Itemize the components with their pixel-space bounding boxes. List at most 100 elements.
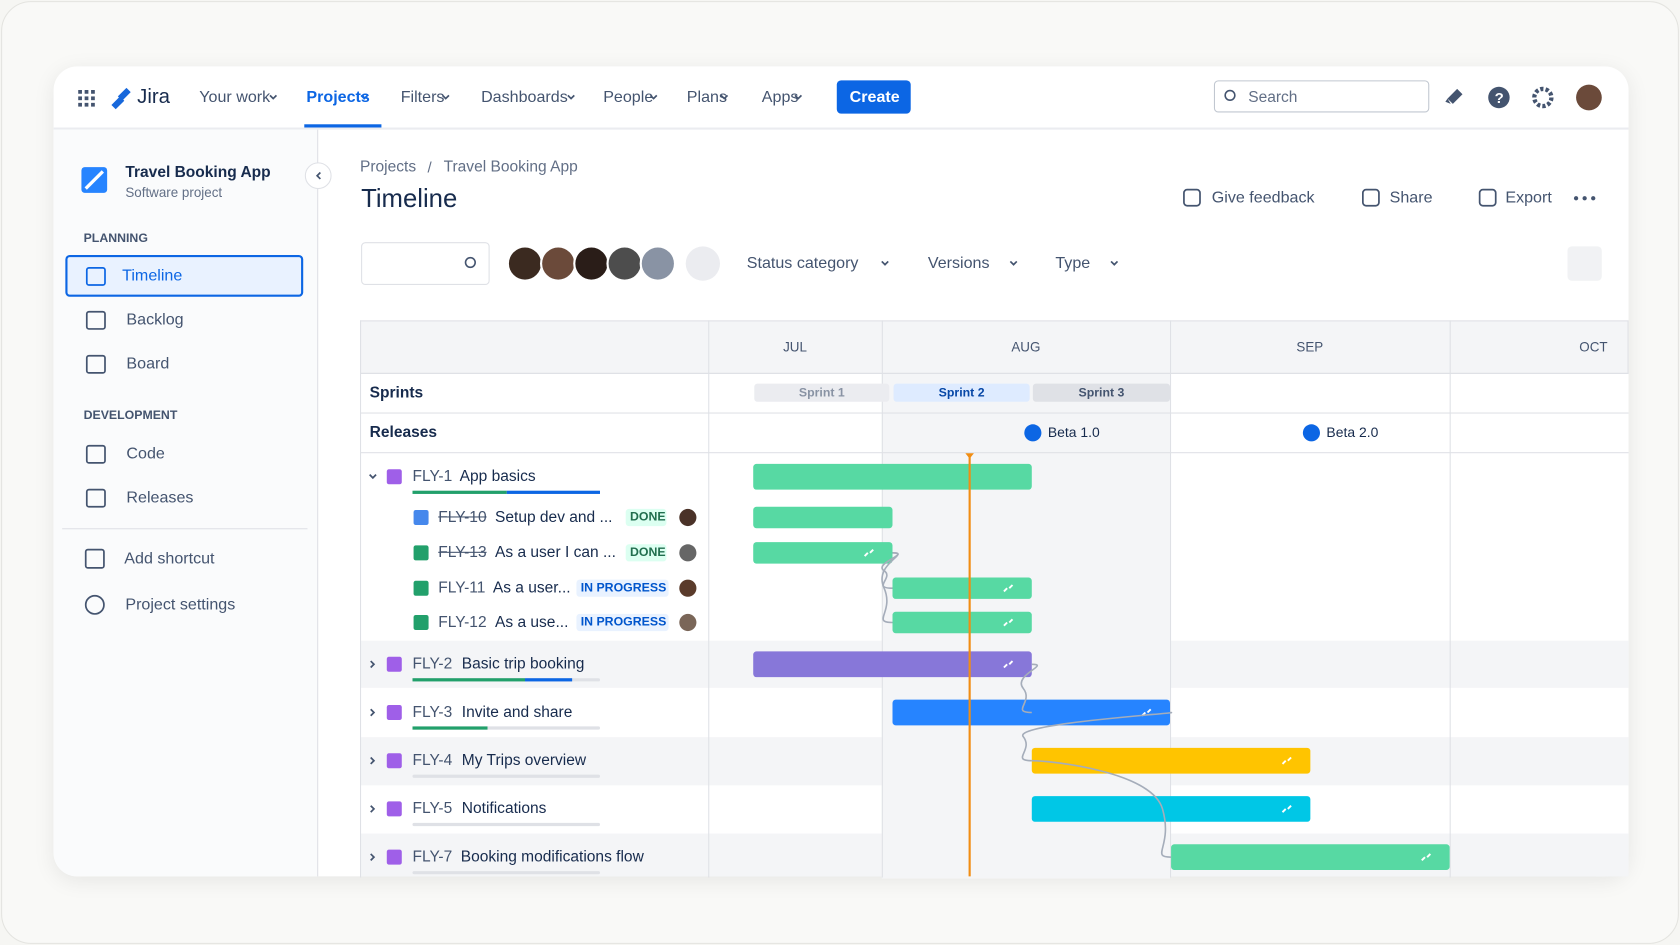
timeline-bar[interactable] — [753, 506, 893, 529]
issue-key[interactable]: FLY-10 — [438, 508, 487, 527]
issue-key[interactable]: FLY-5 — [412, 800, 453, 818]
breadcrumb[interactable]: Projects — [360, 158, 417, 176]
row-line — [360, 412, 1629, 414]
nav-item[interactable]: Your work — [199, 87, 271, 107]
create-button[interactable] — [836, 80, 911, 114]
item-icon — [84, 548, 105, 569]
nav-item[interactable]: Projects — [306, 87, 370, 107]
sprint — [893, 383, 1030, 402]
issue-title[interactable]: As a use... — [495, 613, 569, 632]
app-grid-icon — [78, 102, 82, 107]
view-settings[interactable] — [1567, 246, 1602, 281]
sidebar-item[interactable]: Add shortcut — [124, 549, 215, 568]
epic-icon — [386, 705, 402, 721]
issue-type-icon — [413, 545, 429, 561]
more-dot — [1582, 196, 1587, 201]
action-button[interactable]: Share — [1389, 188, 1433, 207]
sprint — [1032, 383, 1171, 402]
issue-key[interactable]: FLY-4 — [412, 752, 453, 770]
issue-title[interactable]: As a user I can ... — [495, 544, 616, 562]
chevron — [360, 94, 369, 100]
timeline-bar[interactable] — [1171, 844, 1450, 871]
avatar — [575, 247, 608, 280]
sprint-label: Sprint 3 — [1078, 386, 1125, 400]
timeline-bar[interactable] — [1031, 796, 1311, 822]
search-placeholder[interactable]: Search — [1248, 88, 1298, 107]
sidebar-item[interactable]: Board — [126, 354, 170, 373]
issue-title[interactable]: As a user... — [492, 579, 571, 597]
issue-key[interactable]: FLY-1 — [412, 468, 453, 486]
help-icon — [1488, 86, 1510, 109]
filter-search[interactable] — [361, 242, 490, 286]
timeline-bar[interactable] — [753, 463, 1032, 490]
avatar — [1576, 84, 1602, 111]
action-button[interactable]: Give feedback — [1211, 188, 1315, 207]
release-label: Beta 2.0 — [1326, 424, 1379, 441]
dependency-line — [1031, 759, 1172, 858]
dependency-line — [1021, 711, 1173, 762]
item-icon — [85, 267, 106, 286]
issue-key[interactable]: FLY-13 — [438, 544, 487, 562]
release-label: Beta 1.0 — [1047, 424, 1100, 441]
progress-track — [412, 774, 601, 778]
breadcrumb[interactable]: Travel Booking App — [443, 158, 578, 176]
issue-title[interactable]: Booking modifications flow — [460, 848, 644, 866]
nav-item[interactable]: Apps — [761, 87, 799, 107]
nav-item[interactable]: Dashboards — [481, 87, 568, 107]
action-button[interactable]: Export — [1505, 188, 1552, 207]
issue-title[interactable]: My Trips overview — [461, 752, 587, 770]
issue-key[interactable]: FLY-11 — [438, 579, 486, 597]
timeline-bar[interactable] — [753, 542, 893, 564]
avatar — [641, 247, 674, 280]
avatar — [608, 247, 641, 280]
progress-track — [412, 822, 601, 827]
app-grid-icon — [84, 90, 89, 94]
issue-key[interactable]: FLY-12 — [438, 613, 487, 632]
nav-item[interactable]: People — [603, 87, 654, 107]
issue-title[interactable]: Basic trip booking — [461, 655, 585, 673]
status-label: DONE — [630, 511, 666, 524]
timeline-bar[interactable] — [753, 651, 1032, 678]
issue-title[interactable]: Notifications — [461, 800, 547, 818]
sprint-label: Sprint 1 — [798, 386, 845, 400]
issue-key[interactable]: FLY-7 — [412, 848, 453, 866]
sidebar-item[interactable]: Timeline — [122, 266, 183, 286]
issue-type-icon — [413, 580, 429, 596]
sidebar-item[interactable]: Backlog — [126, 310, 184, 329]
filter-dropdown[interactable]: Versions — [927, 253, 990, 273]
status-lozenge — [576, 579, 669, 597]
timeline-bar[interactable] — [892, 577, 1032, 599]
sidebar-item[interactable]: Code — [126, 444, 165, 463]
item-icon — [85, 488, 106, 508]
sidebar-item[interactable]: Releases — [126, 488, 194, 507]
avatar — [679, 508, 697, 527]
issue-key[interactable]: FLY-3 — [412, 703, 453, 722]
nav-item[interactable]: Plans — [686, 87, 727, 107]
sidebar-item[interactable]: Project settings — [125, 595, 236, 614]
create-label[interactable]: Create — [849, 87, 900, 107]
search-box[interactable] — [1213, 80, 1430, 113]
project-type: Software project — [125, 185, 223, 201]
month-line — [881, 320, 883, 878]
month-label: SEP — [1296, 339, 1324, 355]
progress-in-progress — [525, 678, 572, 682]
issue-key[interactable]: FLY-2 — [412, 655, 453, 673]
item-icon — [85, 354, 106, 374]
status-lozenge — [576, 613, 669, 632]
issue-title[interactable]: App basics — [459, 468, 536, 486]
grid-border — [360, 320, 362, 878]
issue-title[interactable]: Setup dev and ... — [495, 508, 613, 527]
row-line — [360, 452, 1629, 454]
month-label: JUL — [783, 339, 807, 355]
current-month-shade — [881, 321, 1171, 879]
filter-dropdown[interactable]: Type — [1055, 253, 1091, 273]
nav-item[interactable]: Filters — [400, 87, 445, 107]
timeline-bar[interactable] — [892, 611, 1032, 634]
issue-title[interactable]: Invite and share — [461, 703, 573, 722]
progress-done — [412, 726, 488, 730]
filter-dropdown[interactable]: Status category — [746, 253, 859, 273]
timeline-bar[interactable] — [1031, 747, 1311, 774]
chevron — [720, 94, 729, 100]
